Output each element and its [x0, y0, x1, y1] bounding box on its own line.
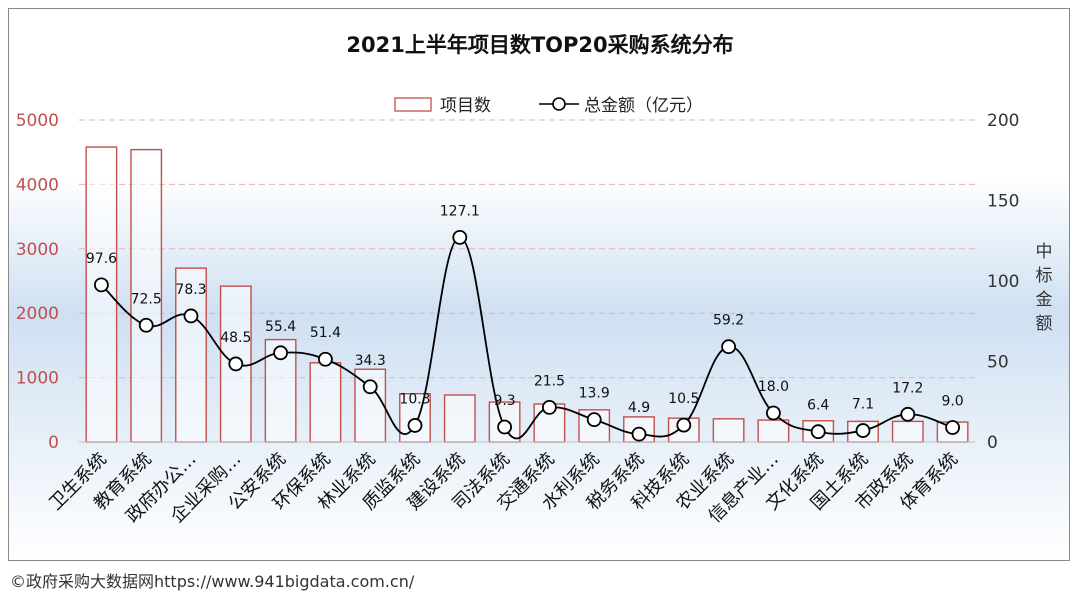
legend-bar-swatch [394, 97, 432, 112]
amount-data-label: 21.5 [534, 373, 565, 389]
bar-环保系统 [309, 362, 342, 443]
amount-marker [542, 399, 557, 415]
amount-data-label: 59.2 [713, 313, 744, 329]
amount-marker [766, 405, 781, 421]
amount-marker [945, 420, 960, 435]
amount-marker [586, 412, 602, 428]
amount-marker [810, 424, 826, 440]
amount-data-label: 18.0 [758, 379, 789, 395]
bar-建设系统 [443, 394, 476, 443]
right-axis-tick: 100 [987, 272, 1019, 292]
footer-copyright: ©政府采购大数据网https://www.941bigdata.com.cn/ [10, 572, 415, 591]
amount-data-label: 78.3 [175, 282, 206, 298]
amount-data-label: 127.1 [440, 203, 480, 219]
right-axis-title-char: 中 [1036, 242, 1053, 262]
amount-marker [497, 419, 513, 435]
right-axis-tick: 0 [987, 433, 998, 453]
amount-marker [94, 277, 109, 293]
left-axis-tick: 4000 [16, 175, 59, 195]
amount-data-label: 9.0 [941, 394, 963, 410]
amount-marker [183, 308, 199, 324]
amount-data-label: 17.2 [892, 380, 923, 396]
label-layer: 97.6 72.5 78.3 48.5 55.4 51.4 34.3 10.3 127.1 9.3… [86, 203, 964, 416]
right-axis-title-char: 额 [1036, 314, 1053, 334]
amount-data-label: 10.3 [399, 391, 430, 407]
amount-marker [362, 379, 378, 395]
amount-data-label: 48.5 [220, 330, 251, 346]
amount-marker [855, 423, 871, 438]
amount-data-label: 55.4 [265, 319, 296, 335]
amount-data-label: 34.3 [355, 353, 386, 369]
right-axis-title-char: 标 [1036, 266, 1053, 286]
right-axis-tick: 50 [987, 353, 1009, 373]
left-axis-tick: 5000 [16, 111, 59, 131]
chart-title: 2021上半年项目数TOP20采购系统分布 [346, 33, 733, 57]
left-axis-tick: 2000 [16, 304, 59, 324]
amount-data-label: 10.5 [668, 391, 699, 407]
legend: 项目数 总金额（亿元） [394, 96, 703, 116]
bar-教育系统 [130, 148, 163, 443]
chart-svg: 97.6 72.5 78.3 48.5 55.4 51.4 34.3 10.3 127.1 9.3… [9, 9, 1069, 560]
amount-marker [452, 229, 468, 245]
right-axis-title-char: 金 [1036, 290, 1053, 310]
line-layer [94, 229, 960, 442]
bar-卫生系统 [85, 146, 118, 443]
amount-data-label: 7.1 [852, 397, 874, 413]
bar-信息产业… [757, 419, 790, 443]
left-axis-tick: 1000 [16, 369, 59, 389]
legend-bar-label: 项目数 [440, 96, 491, 116]
legend-line-marker [552, 97, 566, 111]
amount-data-label: 97.6 [86, 251, 117, 267]
right-axis-tick: 200 [987, 111, 1019, 131]
chart-frame: 97.6 72.5 78.3 48.5 55.4 51.4 34.3 10.3 127.1 9.3… [8, 8, 1070, 561]
left-axis-tick: 0 [48, 433, 59, 453]
amount-marker [407, 418, 423, 433]
amount-data-label: 9.3 [493, 393, 515, 409]
amount-marker [138, 317, 154, 333]
amount-data-label: 72.5 [131, 291, 162, 307]
bar-政府办公… [175, 267, 207, 443]
amount-marker [900, 406, 916, 422]
amount-marker [721, 339, 736, 355]
bar-农业系统 [712, 418, 745, 443]
amount-marker [317, 351, 333, 367]
amount-data-label: 4.9 [628, 400, 650, 416]
amount-data-label: 6.4 [807, 398, 829, 414]
bar-质监系统 [399, 393, 431, 443]
amount-marker [228, 356, 244, 372]
left-axis-tick: 3000 [16, 240, 59, 260]
legend-line-label: 总金额（亿元） [584, 96, 703, 116]
amount-marker [631, 426, 647, 442]
amount-data-label: 51.4 [310, 325, 341, 341]
amount-data-label: 13.9 [579, 386, 610, 402]
right-axis-title: 中标金额 [1036, 242, 1053, 334]
amount-marker [273, 345, 289, 361]
right-axis-tick: 150 [987, 192, 1019, 212]
amount-marker [676, 417, 692, 433]
bar-市政系统 [891, 420, 924, 443]
